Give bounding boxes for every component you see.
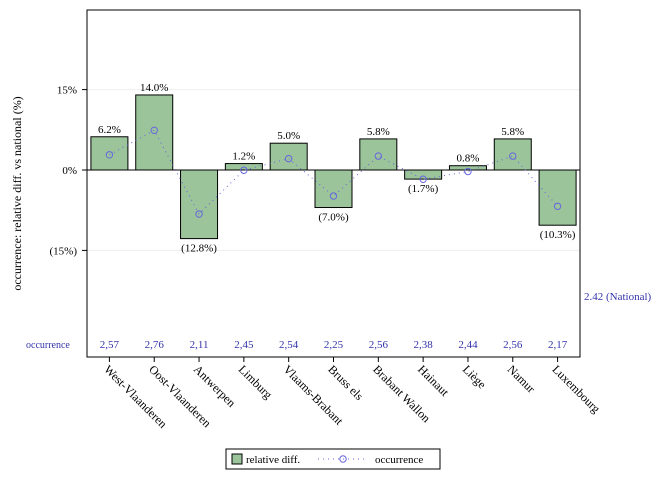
bar xyxy=(404,169,443,180)
bar xyxy=(493,138,532,171)
legend: relative diff. occurrence xyxy=(225,448,441,470)
legend-bar-swatch xyxy=(231,453,243,465)
occurrence-value-label: 2,11 xyxy=(190,339,209,351)
bar-label: (12.8%) xyxy=(181,243,217,255)
bar-label: 1.2% xyxy=(232,151,255,163)
occurrence-row: occurrence 2,57 2,76 2,11 2,45 2,54 2,25 2,56 2,… xyxy=(26,339,568,351)
occurrence-point xyxy=(374,152,383,160)
bar-label: 5.8% xyxy=(501,126,524,138)
national-label: 2.42 (National) xyxy=(584,291,652,303)
y-tick-label: 0% xyxy=(62,165,77,177)
bar-label: (7.0%) xyxy=(318,212,349,224)
x-tick-label: Liège xyxy=(460,362,489,391)
occurrence-value-label: 2,54 xyxy=(279,339,299,351)
bar-label: (1.7%) xyxy=(408,183,439,195)
bar xyxy=(359,138,398,171)
bars xyxy=(90,94,577,240)
occurrence-point xyxy=(329,192,338,200)
occurrence-points xyxy=(105,126,562,218)
occurrence-value-label: 2,17 xyxy=(548,339,568,351)
x-tick-label: Hainaut xyxy=(415,362,452,399)
bar-labels: 6.2% 14.0% (12.8%) 1.2% 5.0% (7.0%) 5.8% (1.7%)… xyxy=(98,82,576,255)
occurrence-value-label: 2,56 xyxy=(369,339,389,351)
x-tick-label: Namur xyxy=(505,362,538,395)
bar xyxy=(269,142,308,171)
y-axis-label: occurrence: relative diff. vs national (… xyxy=(10,96,24,290)
occurrence-point xyxy=(464,167,472,176)
bar xyxy=(90,136,129,171)
bar-label: 14.0% xyxy=(140,82,168,94)
grid xyxy=(87,89,580,251)
x-tick-label: Limburg xyxy=(236,362,275,401)
legend-line-label: occurrence xyxy=(375,454,423,466)
x-tick-label: Bruss els xyxy=(325,362,366,403)
bar-label: 0.8% xyxy=(456,153,479,165)
legend-dot-swatch xyxy=(339,455,347,463)
occurrence-line xyxy=(109,129,558,215)
x-tick-label: Luxembourg xyxy=(549,362,603,416)
y-axis: 15% 0% (15%) xyxy=(50,85,87,257)
occurrence-point xyxy=(195,210,203,218)
occurrence-point xyxy=(509,152,517,160)
occurrence-value-label: 2,38 xyxy=(414,339,434,351)
bar-label: (10.3%) xyxy=(540,229,576,241)
occurrence-point xyxy=(240,166,248,174)
occurrence-value-label: 2,44 xyxy=(458,339,478,351)
occurrence-point xyxy=(553,202,562,211)
x-tick-label: Antwerpen xyxy=(191,362,239,410)
occurrence-value-label: 2,25 xyxy=(324,339,344,351)
bar xyxy=(180,169,219,240)
y-tick-label: 15% xyxy=(57,85,77,97)
bar-label: 5.8% xyxy=(367,126,390,138)
y-tick-label: (15%) xyxy=(50,245,78,257)
occurrence-value-label: 2,56 xyxy=(503,339,523,351)
legend-bar-label: relative diff. xyxy=(246,454,300,466)
bar xyxy=(538,169,577,226)
bar xyxy=(135,94,174,171)
occurrence-row-label: occurrence xyxy=(26,340,70,351)
occurrence-point xyxy=(105,151,114,159)
occurrence-point xyxy=(419,175,427,183)
occurrence-value-label: 2,57 xyxy=(100,339,120,351)
occurrence-point xyxy=(150,126,158,135)
bar-label: 5.0% xyxy=(277,130,300,142)
occurrence-value-label: 2,45 xyxy=(234,339,254,351)
occurrence-value-label: 2,76 xyxy=(145,339,165,351)
x-axis: West-VlaanderenOost-VlaanderenAntwerpenL… xyxy=(101,357,603,431)
bar xyxy=(314,169,353,209)
occurrence-point xyxy=(284,154,293,163)
bar-label: 6.2% xyxy=(98,124,121,136)
